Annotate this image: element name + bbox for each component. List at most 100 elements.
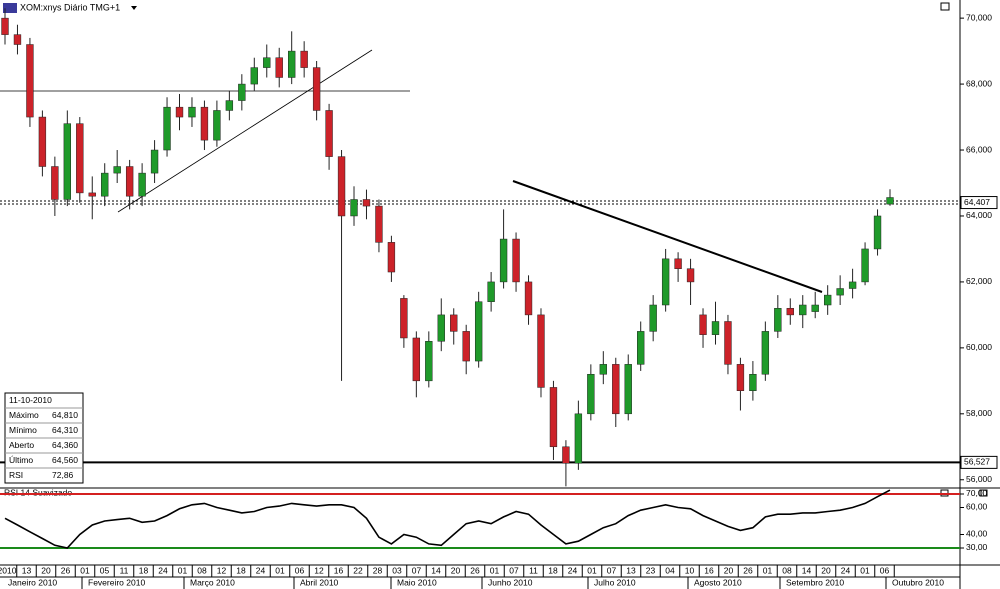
month-label: Maio 2010	[397, 577, 437, 587]
x-tick-label: 18	[548, 565, 558, 575]
candle-body	[624, 364, 632, 415]
x-tick-label: 18	[236, 565, 246, 575]
candle-body	[450, 314, 458, 332]
candle-body	[474, 301, 483, 362]
x-tick-label: 08	[782, 565, 792, 575]
candle-body	[774, 308, 782, 332]
x-tick-label: 26	[743, 565, 753, 575]
x-tick-label: 05	[100, 565, 110, 575]
candle-body	[537, 314, 545, 388]
candle-body	[88, 192, 96, 197]
candle-body	[512, 238, 520, 283]
x-tick-label: 16	[334, 565, 344, 575]
candle-body	[175, 106, 184, 118]
candle-body	[612, 364, 620, 415]
candle-body	[549, 387, 558, 448]
info-date: 11-10-2010	[9, 395, 52, 405]
x-tick-label: 11	[120, 565, 129, 575]
x-tick-label: 01	[587, 565, 597, 575]
candle-body	[300, 50, 308, 68]
y-tick-label: 58,000	[966, 408, 992, 418]
candle-body	[524, 281, 533, 316]
candle-body	[574, 413, 583, 464]
candle-body	[150, 149, 159, 174]
symbol-icon	[3, 3, 17, 13]
candle-body	[238, 83, 246, 101]
level-label: 64,407	[964, 197, 990, 207]
candle-body	[325, 110, 333, 157]
x-tick-label: 06	[880, 565, 890, 575]
candle-body	[761, 331, 770, 375]
x-tick-label: 08	[197, 565, 207, 575]
candle-body	[749, 373, 757, 391]
x-tick-label: 01	[178, 565, 188, 575]
month-label: Outubro 2010	[892, 577, 944, 587]
y-tick-label: 66,000	[966, 144, 992, 154]
candle-body	[873, 215, 882, 250]
candle-body	[13, 34, 22, 45]
candle-body	[686, 268, 695, 283]
x-tick-label: 06	[295, 565, 305, 575]
trend-line	[512, 180, 823, 293]
info-key: Mínimo	[9, 425, 37, 435]
x-tick-label: 03	[392, 565, 402, 575]
candle-body	[562, 446, 570, 464]
x-tick-label: 13	[22, 565, 32, 575]
candle-body	[437, 314, 445, 342]
candle-body	[63, 123, 72, 200]
candle-body	[375, 205, 383, 243]
candle-body	[225, 100, 234, 111]
candle-body	[736, 364, 745, 391]
x-tick-label: 24	[158, 565, 168, 575]
x-tick-label: 26	[470, 565, 480, 575]
month-label: Janeiro 2010	[8, 577, 57, 587]
candle-body	[38, 116, 47, 167]
candle-body	[125, 166, 134, 197]
x-tick-label: 20	[821, 565, 831, 575]
x-tick-label: 01	[860, 565, 870, 575]
x-tick-label: 16	[704, 565, 714, 575]
rsi-title: RSI 14 Suavizado	[4, 487, 72, 497]
candle-body	[138, 172, 146, 197]
candle-body	[337, 156, 346, 217]
candle-body	[263, 57, 271, 68]
level-label-box	[960, 455, 998, 469]
candle-body	[412, 337, 421, 382]
month-label: Fevereiro 2010	[88, 577, 145, 587]
candle-body	[51, 166, 59, 200]
candle-body	[76, 123, 84, 194]
candle-body	[163, 106, 171, 151]
candle-body	[674, 258, 682, 269]
panel-button[interactable]	[979, 489, 988, 497]
x-tick-label: 07	[607, 565, 617, 575]
x-tick-label: 20	[451, 565, 461, 575]
x-tick-label: 28	[373, 565, 383, 575]
x-tick-label: 10	[685, 565, 695, 575]
x-tick-label: 12	[314, 565, 324, 575]
month-label: Setembro 2010	[786, 577, 844, 587]
y-tick-label: 70,000	[966, 12, 992, 22]
candle-body	[811, 304, 819, 312]
info-value: 64,360	[52, 440, 78, 450]
x-tick-label: 04	[665, 565, 675, 575]
x-tick-label: 07	[412, 565, 422, 575]
candle-body	[799, 304, 807, 316]
info-key: Último	[9, 455, 33, 465]
maximize-button[interactable]	[940, 2, 950, 11]
x-tick-label: 01	[275, 565, 285, 575]
candle-body	[362, 199, 371, 207]
candle-body	[350, 199, 358, 217]
x-tick-label: 2010	[0, 565, 17, 575]
y-tick-label: 64,000	[966, 210, 992, 220]
candle-body	[387, 242, 396, 273]
candle-body	[661, 258, 670, 306]
info-key: RSI	[9, 470, 23, 480]
candle-body	[487, 281, 495, 302]
x-tick-label: 20	[724, 565, 734, 575]
x-tick-label: 26	[61, 565, 71, 575]
month-label: Agosto 2010	[694, 577, 742, 587]
x-tick-label: 23	[646, 565, 656, 575]
dropdown-arrow[interactable]	[131, 6, 137, 10]
